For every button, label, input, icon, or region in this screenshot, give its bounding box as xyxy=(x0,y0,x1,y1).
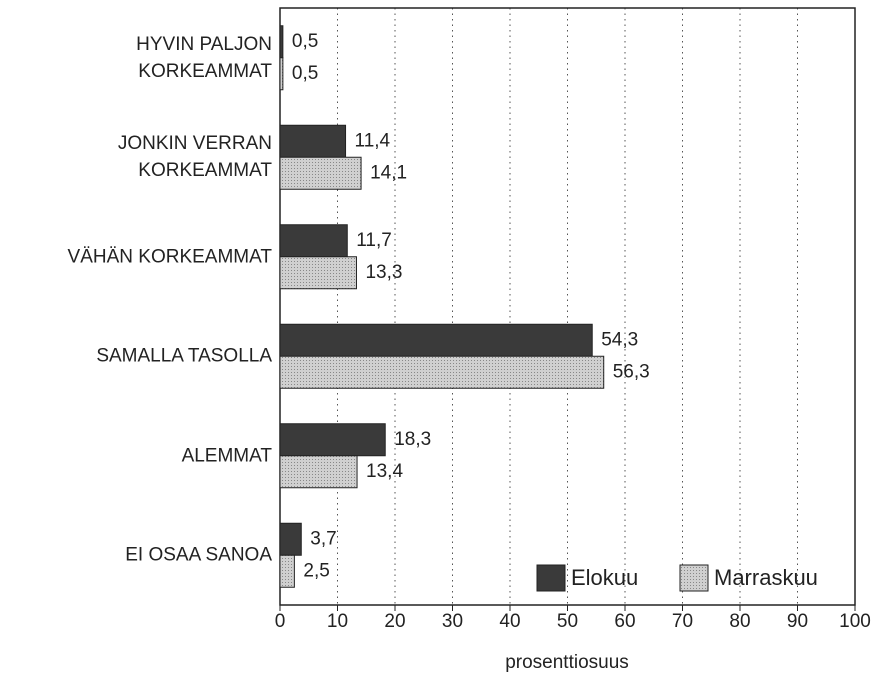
x-tick-label: 30 xyxy=(442,611,463,632)
y-tick-label: JONKIN VERRAN KORKEAMMAT xyxy=(117,133,272,182)
data-label: 14,1 xyxy=(370,162,407,183)
bar xyxy=(279,323,593,357)
data-label: 56,3 xyxy=(613,361,650,382)
x-tick-label: 60 xyxy=(614,611,635,632)
bar xyxy=(279,554,295,588)
bar xyxy=(279,455,358,489)
bar xyxy=(279,156,362,190)
data-label: 18,3 xyxy=(394,429,431,450)
x-tick-label: 70 xyxy=(672,611,693,632)
data-label: 13,4 xyxy=(366,461,403,482)
x-tick-label: 90 xyxy=(787,611,808,632)
x-axis-label: prosenttiosuus xyxy=(505,652,629,673)
x-tick-label: 80 xyxy=(729,611,750,632)
y-tick-label: SAMALLA TASOLLA xyxy=(96,345,272,367)
x-tick-label: 50 xyxy=(557,611,578,632)
legend-label: Elokuu xyxy=(571,565,638,590)
data-label: 0,5 xyxy=(292,63,318,84)
bar xyxy=(279,355,605,389)
x-tick-label: 10 xyxy=(327,611,348,632)
bar xyxy=(279,423,386,457)
bar xyxy=(279,57,284,91)
plot-frame xyxy=(279,7,856,606)
legend-swatch xyxy=(679,564,709,592)
data-label: 11,7 xyxy=(356,230,392,251)
data-label: 11,4 xyxy=(355,130,391,151)
x-tick-label: 100 xyxy=(839,611,871,632)
bar xyxy=(279,25,284,59)
y-tick-label: VÄHÄN KORKEAMMAT xyxy=(67,246,272,268)
y-tick-label: HYVIN PALJON KORKEAMMAT xyxy=(136,33,272,82)
legend-label: Marraskuu xyxy=(714,565,818,590)
bar xyxy=(279,124,347,158)
bar xyxy=(279,256,357,290)
bar xyxy=(279,224,348,258)
y-tick-label: EI OSAA SANOA xyxy=(125,544,272,566)
data-label: 3,7 xyxy=(310,528,336,549)
x-tick-label: 20 xyxy=(384,611,405,632)
data-label: 13,3 xyxy=(365,262,402,283)
legend-swatch xyxy=(536,564,566,592)
y-tick-label: ALEMMAT xyxy=(181,445,272,467)
bar xyxy=(279,522,302,556)
data-label: 54,3 xyxy=(601,329,638,350)
x-tick-label: 40 xyxy=(499,611,520,632)
x-tick-label: 0 xyxy=(275,611,286,632)
data-label: 2,5 xyxy=(303,560,329,581)
data-label: 0,5 xyxy=(292,31,318,52)
